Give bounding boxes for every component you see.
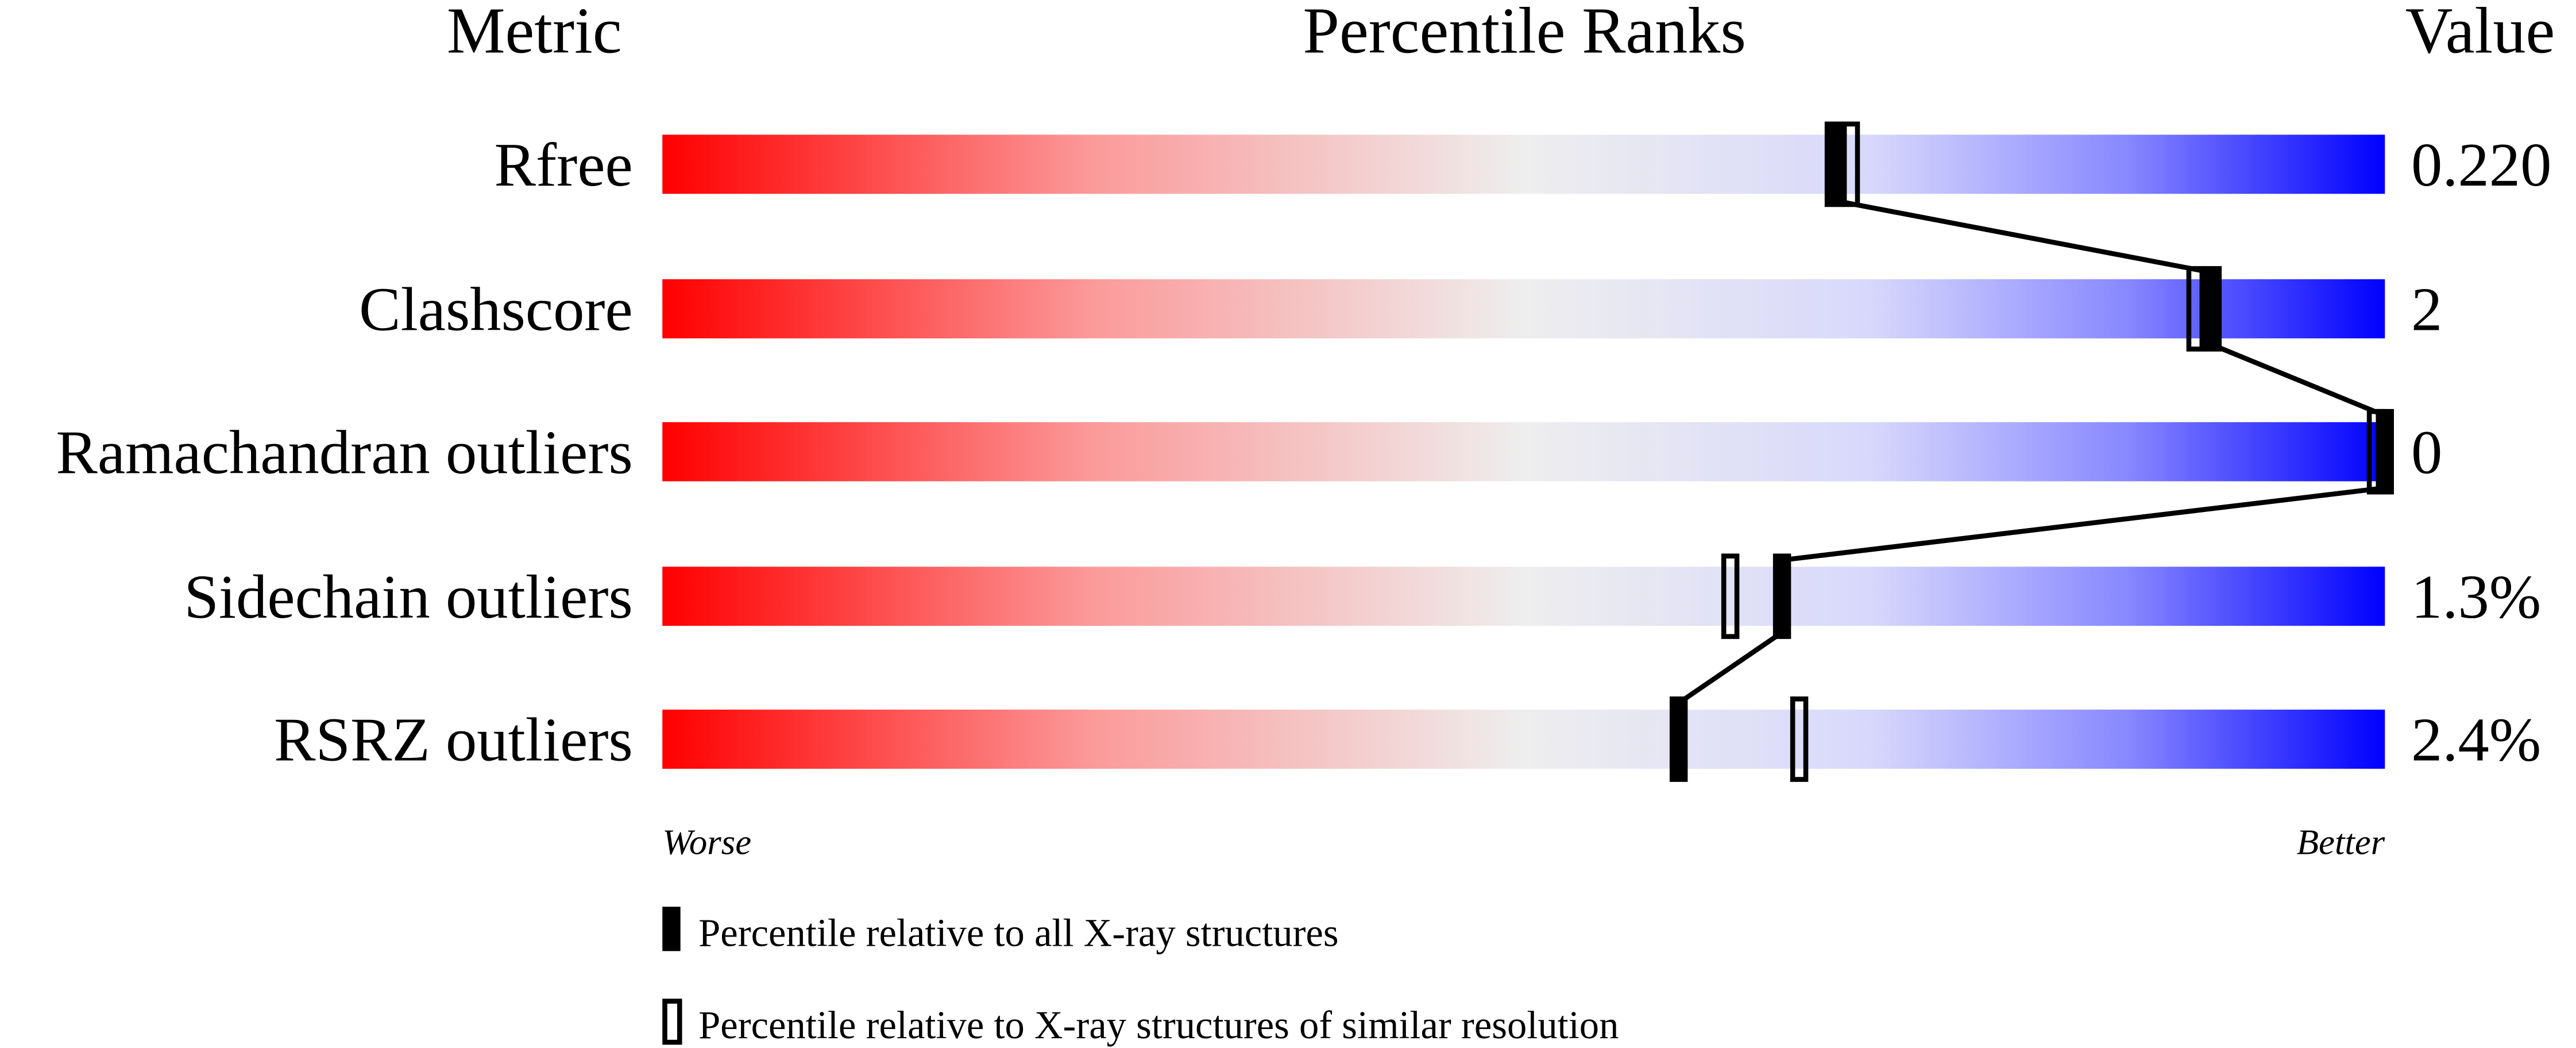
marker-all-structures	[2376, 409, 2394, 495]
marker-all-structures	[1824, 121, 1843, 207]
marker-similar-resolution	[1841, 121, 1860, 207]
better-label: Better	[2297, 822, 2385, 862]
percentile-bar	[662, 279, 2385, 338]
worse-label: Worse	[662, 822, 751, 862]
marker-all-structures	[1669, 696, 1688, 782]
metric-value: 0.220	[2411, 130, 2551, 199]
marker-all-structures	[1772, 553, 1791, 639]
metric-value: 2.4%	[2411, 706, 2541, 775]
metric-label: RSRZ outliers	[274, 706, 633, 775]
legend-filled-marker	[662, 907, 681, 951]
marker-similar-resolution	[2186, 266, 2205, 352]
metric-label: Rfree	[495, 130, 633, 199]
metric-label: Clashscore	[359, 275, 633, 344]
marker-all-structures	[2203, 266, 2222, 352]
percentile-bar	[662, 710, 2385, 769]
legend-all-label: Percentile relative to all X-ray structu…	[698, 911, 1338, 955]
header-value: Value	[2405, 0, 2555, 67]
metric-value: 0	[2411, 418, 2442, 487]
marker-similar-resolution	[1790, 696, 1809, 782]
percentile-bar	[662, 567, 2385, 626]
metric-label: Ramachandran outliers	[56, 418, 632, 487]
header-metric: Metric	[447, 0, 622, 67]
percentile-bar	[662, 134, 2385, 194]
percentile-bar	[662, 422, 2385, 481]
metric-value: 1.3%	[2411, 562, 2541, 631]
header-percentile-ranks: Percentile Ranks	[1303, 0, 1746, 67]
metric-label: Sidechain outliers	[184, 562, 632, 631]
legend-open-marker	[662, 999, 682, 1045]
metric-value: 2	[2411, 275, 2442, 344]
connecting-line	[1677, 198, 2386, 706]
marker-similar-resolution	[1721, 553, 1740, 639]
legend-similar-label: Percentile relative to X-ray structures …	[698, 1003, 1619, 1047]
